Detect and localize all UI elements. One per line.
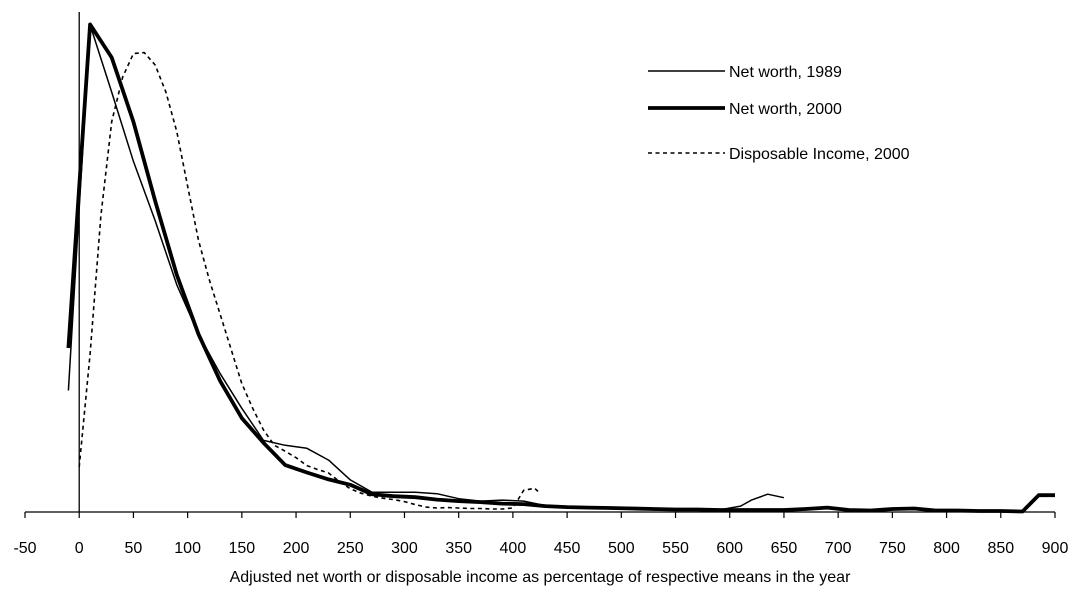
series-line-3 xyxy=(78,51,541,510)
x-tick-label: 800 xyxy=(933,540,960,557)
x-tick-label: 750 xyxy=(879,540,906,557)
x-tick-label: 200 xyxy=(283,540,310,557)
x-tick-label: 400 xyxy=(500,540,527,557)
x-tick-label: 0 xyxy=(75,540,84,557)
x-tick-label: 450 xyxy=(554,540,581,557)
x-tick-label: 550 xyxy=(662,540,689,557)
x-tick-label: 350 xyxy=(445,540,472,557)
x-axis-ticks xyxy=(24,512,1056,518)
series-line-2 xyxy=(66,22,1055,514)
x-axis-tick-labels: -50 0 50 100 150 200 250 300 350 400 450 500 550 600 6… xyxy=(13,540,1068,557)
legend: Net worth, 1989 Net worth, 2000 Disposable… xyxy=(648,64,910,163)
x-tick-label: 300 xyxy=(391,540,418,557)
x-axis-title: Adjusted net worth or disposable income … xyxy=(230,569,851,586)
x-tick-label: -50 xyxy=(13,540,36,557)
legend-label-2: Net worth, 2000 xyxy=(729,101,842,118)
x-tick-label: 900 xyxy=(1042,540,1069,557)
series-layer xyxy=(66,22,1055,514)
legend-label-1: Net worth, 1989 xyxy=(729,64,842,81)
x-tick-label: 650 xyxy=(771,540,798,557)
x-tick-label: 600 xyxy=(716,540,743,557)
x-tick-label: 850 xyxy=(987,540,1014,557)
x-tick-label: 250 xyxy=(337,540,364,557)
x-tick-label: 150 xyxy=(228,540,255,557)
x-tick-label: 50 xyxy=(125,540,143,557)
legend-label-3: Disposable Income, 2000 xyxy=(729,146,910,163)
x-tick-label: 700 xyxy=(825,540,852,557)
x-tick-label: 500 xyxy=(608,540,635,557)
x-tick-label: 100 xyxy=(174,540,201,557)
